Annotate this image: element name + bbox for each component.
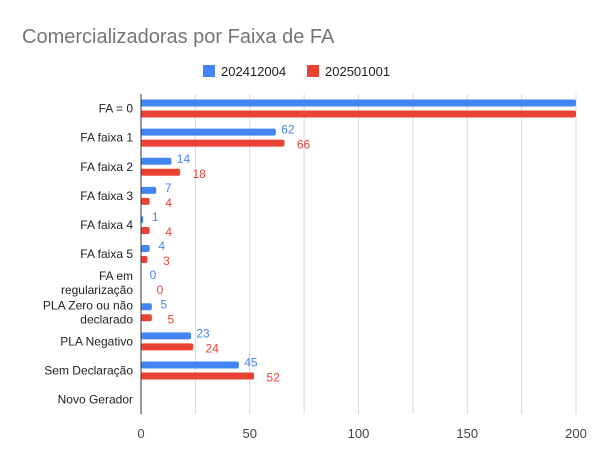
data-label: 23 — [196, 326, 210, 340]
category-label: regularização — [61, 283, 133, 297]
x-tick-labels: 0 50 100 150 200 — [137, 426, 586, 441]
data-label: 14 — [177, 152, 191, 166]
bar-202501001 — [141, 168, 181, 176]
category-label: PLA Negativo — [60, 334, 133, 348]
x-tick-label: 50 — [243, 426, 257, 441]
bar-202501001 — [141, 256, 148, 264]
category-label: FA faixa 5 — [80, 247, 133, 261]
data-label: 4 — [158, 239, 165, 253]
data-label: 0 — [150, 268, 157, 282]
bar-202412004 — [141, 332, 192, 340]
data-label: 62 — [281, 123, 295, 137]
category-label: PLA Zero ou não — [43, 298, 133, 312]
bar-202501001 — [141, 372, 255, 380]
data-label: 4 — [165, 196, 172, 210]
category-label: declarado — [80, 312, 133, 326]
category-label: Sem Declaração — [44, 363, 133, 377]
bar-202412004 — [141, 157, 172, 165]
gridlines — [194, 94, 577, 415]
data-label: 5 — [168, 312, 175, 326]
bar-202501001 — [141, 197, 150, 205]
data-label: 7 — [165, 181, 172, 195]
x-tick-label: 150 — [456, 426, 478, 441]
bars — [141, 99, 576, 380]
bar-202412004 — [141, 245, 150, 253]
x-tick-label: 200 — [565, 426, 587, 441]
x-tick-label: 0 — [137, 426, 144, 441]
data-label: 5 — [161, 297, 168, 311]
legend-swatch — [307, 65, 319, 77]
data-label: 4 — [165, 225, 172, 239]
legend: 202412004 202501001 — [203, 64, 390, 79]
category-labels: FA = 0 FA faixa 1 FA faixa 2 FA faixa 3 FA f… — [43, 102, 133, 407]
data-label: 24 — [206, 341, 220, 355]
data-label: 45 — [244, 355, 258, 369]
bar-202412004 — [141, 303, 152, 311]
data-label: 66 — [297, 138, 311, 152]
data-label: 18 — [192, 167, 206, 181]
category-label: FA faixa 4 — [80, 218, 133, 232]
bar-202412004 — [141, 186, 157, 194]
category-label: FA faixa 3 — [80, 189, 133, 203]
data-label: 0 — [157, 283, 164, 297]
category-label: Novo Gerador — [58, 393, 133, 407]
data-label: 3 — [163, 254, 170, 268]
bar-202412004 — [141, 215, 144, 223]
bar-202501001 — [141, 226, 150, 234]
legend-label: 202501001 — [325, 64, 390, 79]
chart-title: Comercializadoras por Faixa de FA — [22, 26, 335, 48]
bar-202501001 — [141, 314, 152, 322]
data-label: 1 — [152, 210, 159, 224]
bar-202501001 — [141, 139, 285, 147]
x-tick-label: 100 — [348, 426, 370, 441]
legend-swatch — [203, 65, 215, 77]
bar-202501001 — [141, 343, 194, 351]
bar-202412004 — [141, 128, 276, 136]
category-label: FA = 0 — [99, 102, 134, 116]
bar-202412004 — [141, 361, 239, 369]
bar-202412004 — [141, 99, 576, 107]
bar-202501001 — [141, 110, 576, 118]
category-label: FA faixa 2 — [80, 160, 133, 174]
category-label: FA em — [99, 269, 133, 283]
data-label: 52 — [266, 370, 280, 384]
legend-label: 202412004 — [221, 64, 286, 79]
category-label: FA faixa 1 — [80, 131, 133, 145]
